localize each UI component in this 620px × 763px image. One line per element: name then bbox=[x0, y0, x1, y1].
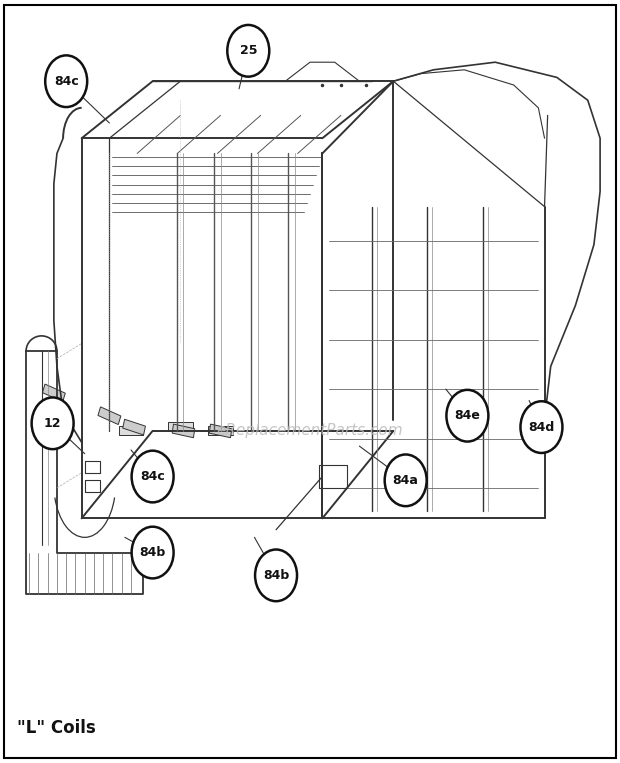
Circle shape bbox=[45, 56, 87, 107]
Bar bbox=[172, 424, 195, 438]
Text: 84d: 84d bbox=[528, 420, 554, 433]
Text: 12: 12 bbox=[44, 417, 61, 430]
Circle shape bbox=[131, 451, 174, 502]
Bar bbox=[118, 426, 143, 435]
Bar bbox=[168, 422, 193, 431]
Bar bbox=[208, 426, 233, 435]
Text: 84c: 84c bbox=[54, 75, 79, 88]
Text: 84e: 84e bbox=[454, 409, 480, 422]
Text: eReplacementParts.com: eReplacementParts.com bbox=[216, 423, 404, 439]
Bar bbox=[42, 384, 65, 402]
Bar bbox=[209, 424, 232, 438]
Bar bbox=[98, 407, 121, 424]
Text: 84c: 84c bbox=[140, 470, 165, 483]
Text: 84a: 84a bbox=[392, 474, 418, 487]
Text: 84b: 84b bbox=[140, 546, 166, 559]
Text: "L" Coils: "L" Coils bbox=[17, 720, 95, 737]
Bar bbox=[123, 419, 146, 435]
Circle shape bbox=[131, 526, 174, 578]
Bar bbox=[42, 407, 65, 424]
Text: 25: 25 bbox=[239, 44, 257, 57]
Circle shape bbox=[446, 390, 489, 442]
Text: 84b: 84b bbox=[263, 569, 289, 582]
Circle shape bbox=[520, 401, 562, 453]
Circle shape bbox=[384, 455, 427, 506]
Circle shape bbox=[255, 549, 297, 601]
Circle shape bbox=[32, 398, 74, 449]
Circle shape bbox=[228, 25, 269, 76]
